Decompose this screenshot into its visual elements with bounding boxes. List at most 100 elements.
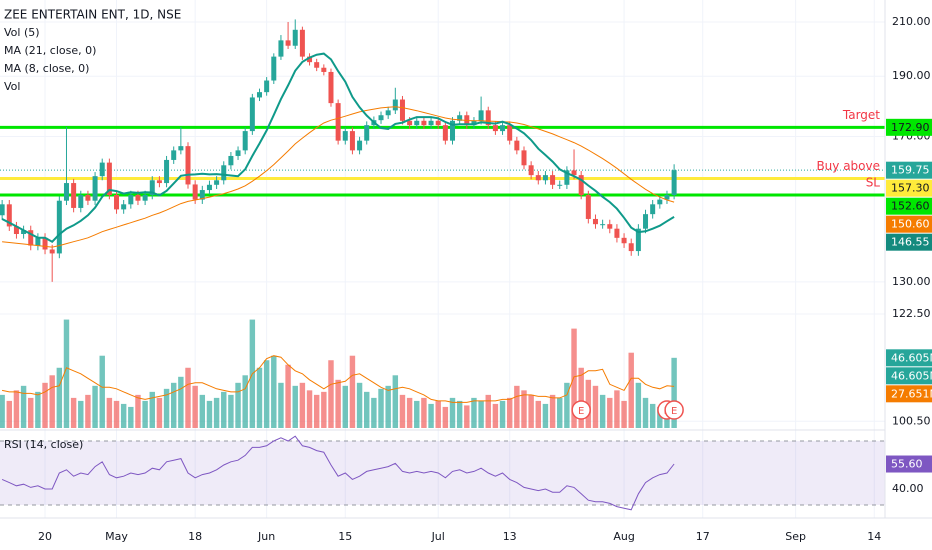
volume-bar (528, 394, 534, 428)
volume-bar (28, 397, 34, 428)
volume-bar (263, 360, 270, 428)
candle-body (628, 243, 634, 252)
candle-body (85, 194, 91, 201)
candle-body (578, 175, 584, 195)
y-tick-label: 122.50 (892, 307, 931, 320)
candle-body (428, 120, 434, 126)
price-value-label: 150.60 (891, 218, 930, 231)
volume-bar (435, 400, 441, 428)
candle-body (492, 125, 498, 132)
candle-body (307, 56, 313, 63)
volume-bar (414, 400, 420, 428)
candle-body (264, 80, 270, 93)
candle-body (585, 194, 591, 219)
candle-body (614, 228, 620, 238)
event-marker (664, 400, 684, 420)
volume-bar (335, 379, 341, 428)
candle-body (271, 56, 277, 81)
candle-body (285, 40, 291, 46)
volume-value-label: 46.605M (891, 351, 932, 364)
chart-title: ZEE ENTERTAIN ENT, 1D, NSE (4, 8, 181, 22)
volume-ma-line (1, 355, 675, 403)
volume-value-label-bg (886, 349, 932, 367)
candle-body (378, 115, 384, 121)
volume-value-label-bg (886, 367, 932, 385)
candle-body (235, 150, 241, 156)
volume-bar (63, 319, 70, 428)
candle-body (228, 155, 234, 166)
volume-bar (92, 385, 98, 428)
candle-body (414, 120, 420, 126)
volume-bar (135, 394, 141, 428)
rsi-value-label: 55.60 (891, 458, 923, 471)
candle-body (221, 165, 227, 181)
volume-bar (256, 367, 263, 428)
candle-body (349, 131, 355, 151)
x-tick-label: Sep (785, 530, 806, 543)
candle-body (442, 125, 448, 141)
candle-body (478, 110, 484, 121)
candle-body (164, 159, 170, 184)
candle-body (550, 175, 556, 185)
candle-body (71, 183, 77, 208)
volume-bar (192, 385, 198, 428)
volume-bar (549, 394, 556, 428)
level-label: Target (842, 108, 880, 122)
candle-body (142, 194, 148, 201)
candle-body (42, 237, 48, 250)
volume-bar (642, 397, 649, 428)
candle-body (335, 103, 341, 141)
candle-body (178, 146, 184, 151)
volume-bar (506, 397, 513, 428)
candle-body (56, 200, 62, 254)
level-value-label-bg (886, 179, 932, 197)
volume-bar (592, 385, 599, 428)
volume-value-label: 46.605M (891, 369, 932, 382)
candle-body (650, 204, 656, 215)
candle-body (299, 29, 305, 57)
candle-body (99, 162, 105, 177)
candle-body (485, 110, 491, 126)
volume-bar (607, 397, 613, 428)
volume-bar (128, 406, 134, 428)
candle-body (121, 204, 127, 210)
volume-bar (228, 394, 234, 428)
candle-body (78, 194, 84, 208)
candle-body (621, 237, 627, 244)
volume-bar (671, 357, 677, 428)
candle-body (242, 131, 248, 151)
volume-bar (385, 385, 391, 428)
level-value-label: 172.90 (891, 121, 930, 134)
candle-body (214, 180, 220, 185)
x-tick-label: May (105, 530, 128, 543)
candle-body (206, 184, 212, 191)
volume-bar (492, 403, 499, 428)
volume-bar (306, 390, 313, 428)
candle-body (128, 194, 134, 205)
volume-bar (292, 385, 298, 428)
candle-body (249, 97, 255, 132)
candle-body (199, 190, 205, 200)
volume-bar (535, 400, 542, 428)
volume-bar (342, 385, 348, 428)
volume-bar (578, 367, 584, 428)
legend-entry: MA (8, close, 0) (4, 62, 89, 75)
event-label: E (578, 406, 584, 417)
ma-line (2, 106, 675, 248)
volume-bar (285, 364, 291, 428)
candle-body (357, 140, 363, 151)
volume-bar (85, 394, 91, 428)
candle-body (407, 120, 413, 126)
volume-bar (313, 394, 320, 428)
x-tick-label: 20 (38, 530, 52, 543)
candle-body (535, 175, 541, 181)
candle-body (185, 146, 191, 185)
volume-bar (6, 400, 13, 428)
level-value-label: 157.30 (891, 182, 930, 195)
candle-body (457, 115, 463, 121)
x-tick-label: Jul (431, 530, 445, 543)
legend-entry: Vol (4, 80, 20, 93)
volume-bar (185, 367, 191, 428)
